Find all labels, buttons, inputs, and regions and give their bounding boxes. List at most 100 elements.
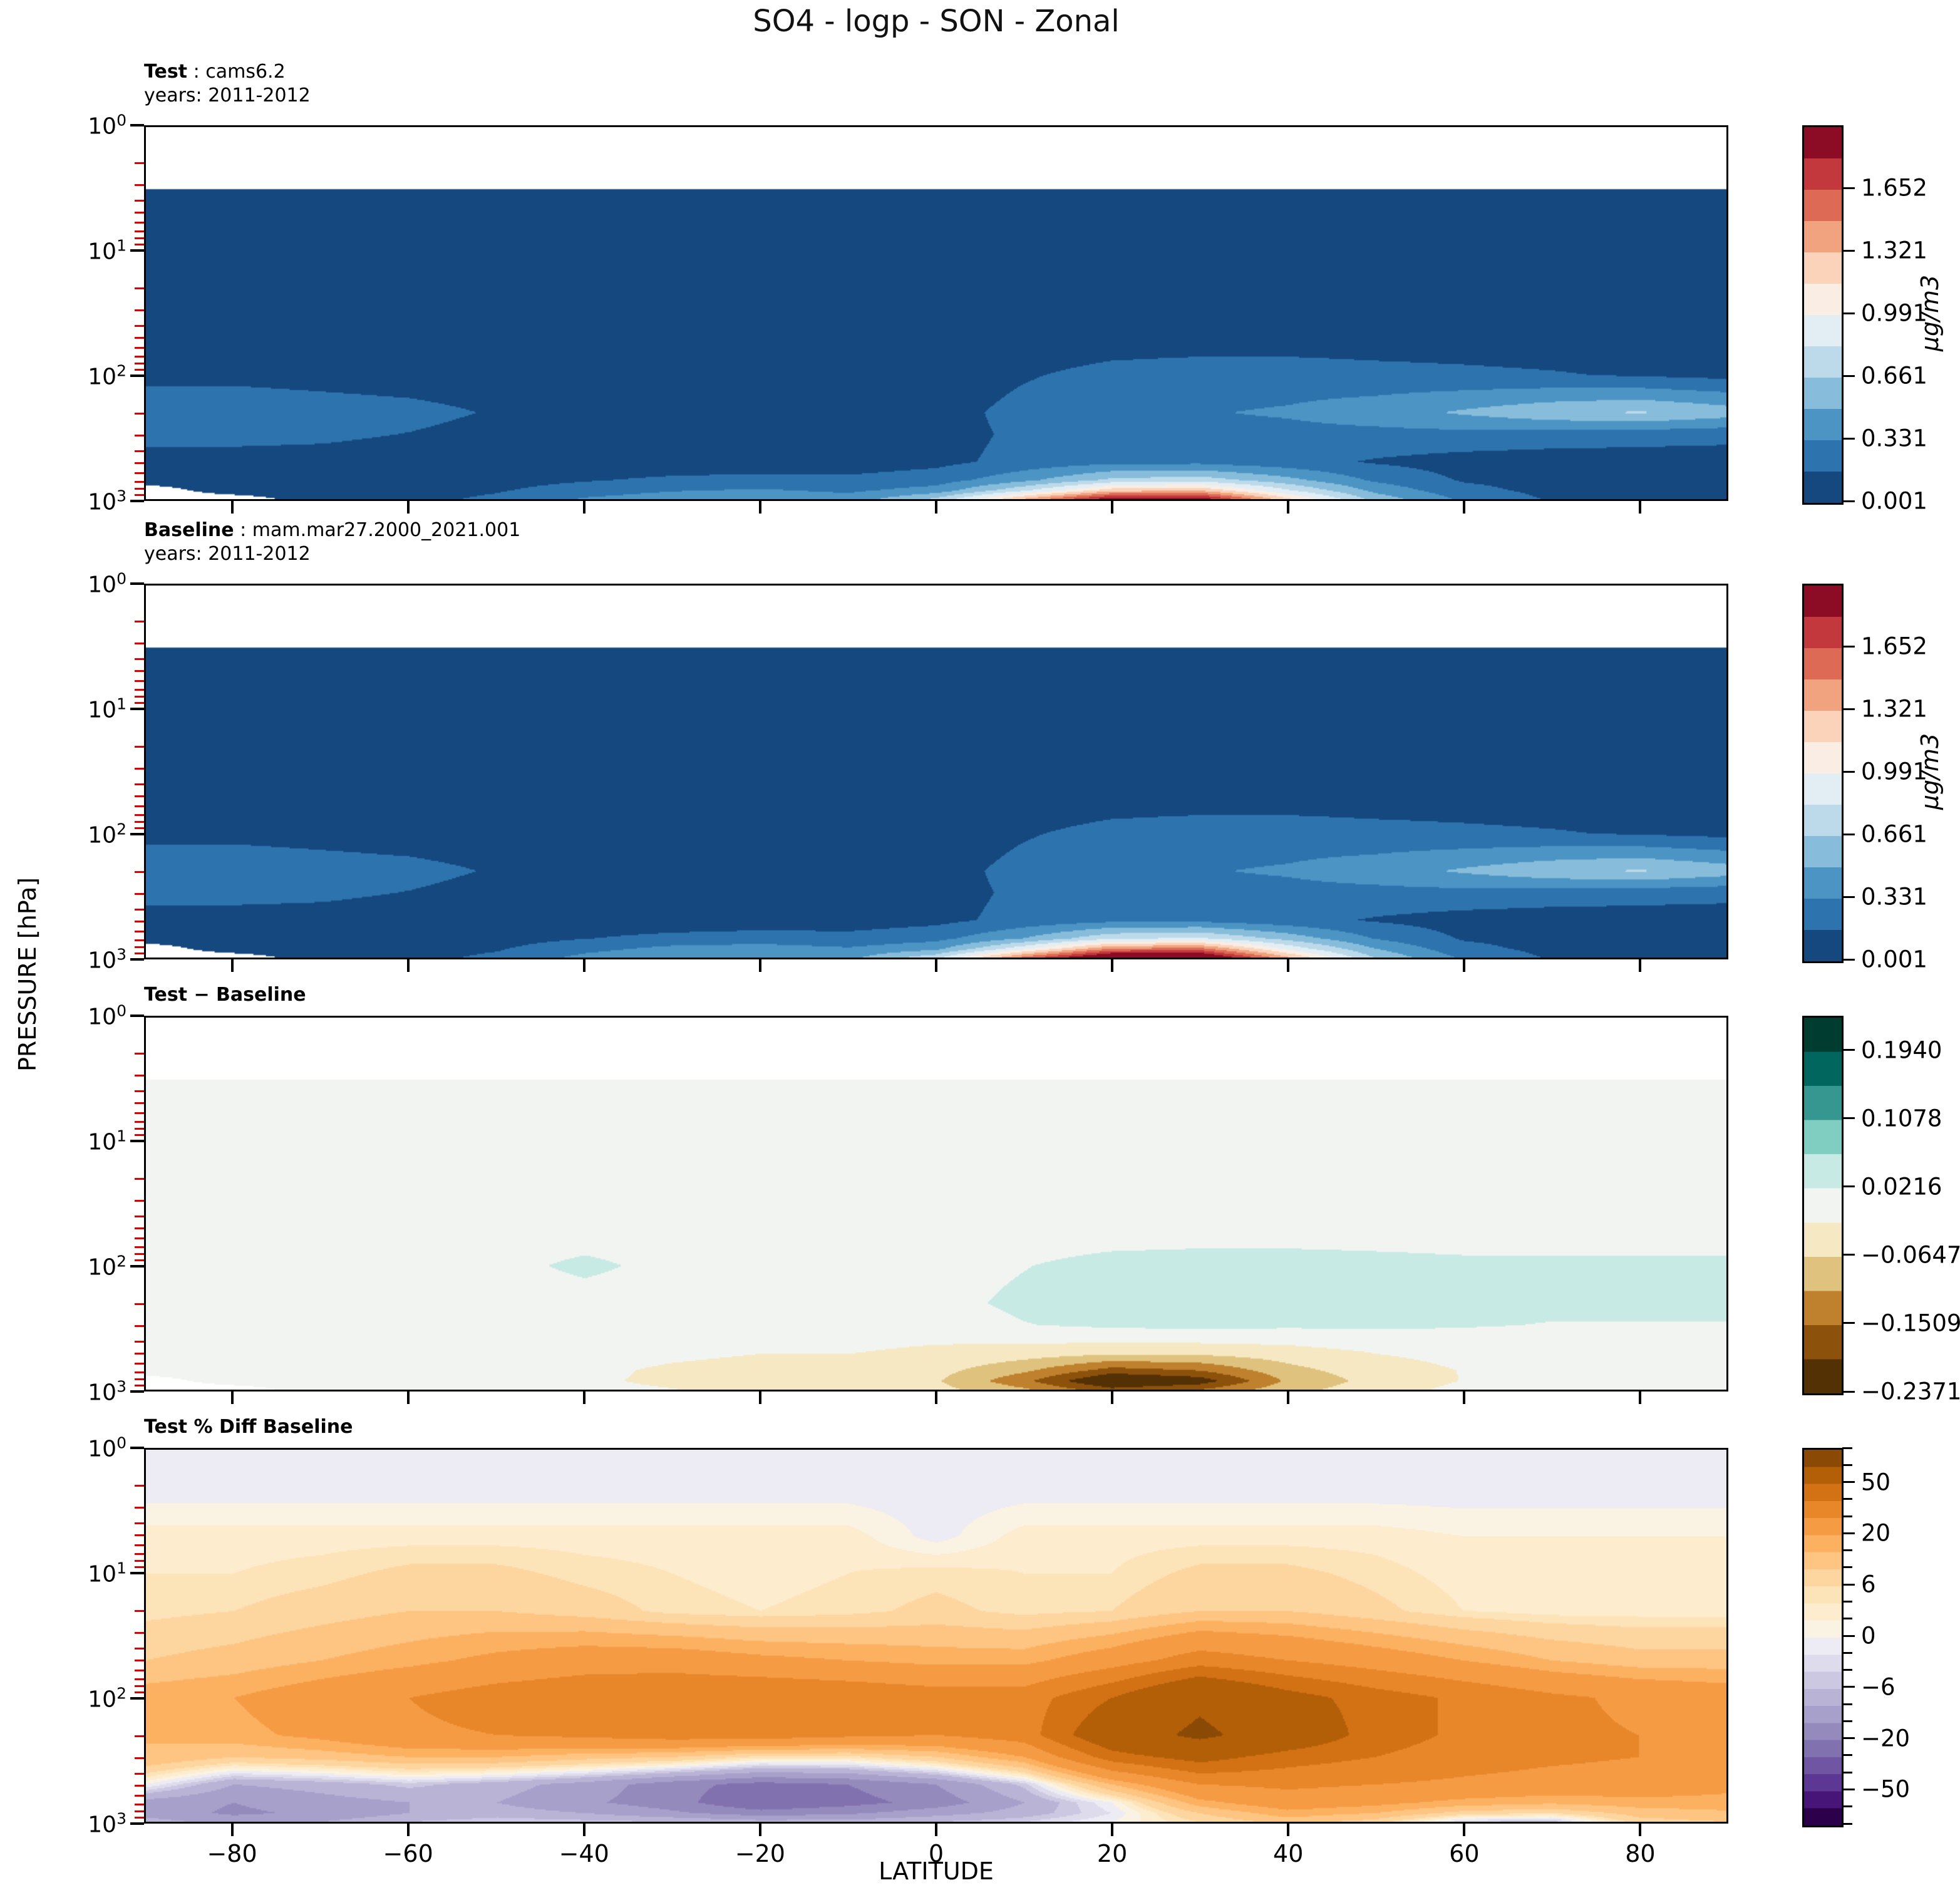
y-minor-tick [135, 1560, 144, 1562]
colorbar-test_minus_baseline [1802, 1016, 1844, 1395]
y-minor-tick [135, 953, 144, 955]
colorbar-tick [1842, 1669, 1852, 1671]
y-minor-tick [135, 1609, 144, 1612]
y-major-tick [130, 708, 144, 710]
x-tick-label: 60 [1449, 1840, 1480, 1867]
x-tick [1287, 1391, 1290, 1404]
y-minor-tick [135, 212, 144, 214]
colorbar-tick-label: −20 [1861, 1725, 1911, 1752]
y-minor-tick [135, 1112, 144, 1115]
y-minor-tick [135, 494, 144, 497]
y-minor-tick [135, 434, 144, 436]
colorbar-tick-label: 0.661 [1861, 820, 1927, 848]
y-minor-tick [135, 1134, 144, 1137]
panel-test-plot [144, 125, 1728, 501]
colorbar-tick-label: −0.0647 [1861, 1241, 1960, 1269]
x-tick-label: −40 [559, 1840, 609, 1867]
y-minor-tick [135, 1340, 144, 1343]
x-tick-label: −80 [207, 1840, 257, 1867]
colorbar-tick-label: 0.0216 [1861, 1173, 1942, 1200]
y-major-tick [130, 1572, 144, 1574]
y-minor-tick [135, 1757, 144, 1759]
y-major-tick [130, 1015, 144, 1017]
colorbar-tick [1842, 1447, 1852, 1449]
y-major-tick [130, 124, 144, 126]
y-major-tick [130, 500, 144, 502]
x-tick [935, 501, 937, 514]
y-minor-tick [135, 1552, 144, 1555]
y-minor-tick [135, 908, 144, 911]
x-tick-label: 0 [928, 1840, 944, 1867]
x-tick [230, 501, 234, 514]
colorbar-tick [1842, 187, 1855, 189]
x-tick [1111, 1391, 1114, 1404]
colorbar-tick [1842, 770, 1855, 773]
colorbar-tick-label: 0.001 [1861, 487, 1927, 515]
panel-header-test: Test : cams6.2 years: 2011-2012 [144, 60, 311, 108]
y-minor-tick [135, 783, 144, 785]
panel-header-line1: Baseline : mam.mar27.2000_2021.001 [144, 519, 521, 541]
colorbar-tick [1842, 1703, 1852, 1705]
y-minor-tick [135, 244, 144, 246]
colorbar-tick [1842, 645, 1855, 648]
x-tick [758, 959, 761, 972]
y-minor-tick [135, 1817, 144, 1819]
y-minor-tick [135, 1227, 144, 1230]
colorbar-tick [1842, 1634, 1855, 1637]
y-tick-label: 101 [88, 1559, 126, 1588]
y-minor-tick [135, 813, 144, 816]
colorbar-tick [1842, 1481, 1855, 1484]
y-minor-tick [135, 1522, 144, 1524]
y-major-tick [130, 958, 144, 961]
y-minor-tick [135, 480, 144, 483]
x-tick [1463, 959, 1466, 972]
y-minor-tick [135, 620, 144, 622]
y-minor-tick [135, 1074, 144, 1076]
x-tick [582, 501, 585, 514]
x-tick [758, 501, 761, 514]
y-minor-tick [135, 237, 144, 240]
y-minor-tick [135, 199, 144, 202]
y-minor-tick [135, 1506, 144, 1509]
y-tick-label: 102 [88, 1684, 126, 1713]
y-minor-tick [135, 355, 144, 358]
colorbar-tick [1842, 374, 1855, 377]
y-minor-tick [135, 1177, 144, 1180]
y-minor-tick [135, 1385, 144, 1387]
y-minor-tick [135, 658, 144, 660]
y-minor-tick [135, 1534, 144, 1537]
y-minor-tick [135, 670, 144, 673]
y-minor-tick [135, 870, 144, 873]
y-minor-tick [135, 1052, 144, 1055]
y-minor-tick [135, 805, 144, 808]
y-minor-tick [135, 696, 144, 698]
y-minor-tick [135, 1785, 144, 1787]
colorbar-tick-label: 0.991 [1861, 299, 1927, 327]
x-tick [1111, 501, 1114, 514]
y-major-tick [130, 1822, 144, 1825]
x-tick [935, 1391, 937, 1404]
y-major-tick [130, 1697, 144, 1700]
x-tick [1639, 959, 1642, 972]
x-tick-label: −20 [735, 1840, 785, 1867]
panel-header-test_minus_baseline: Test − Baseline [144, 983, 306, 1007]
x-tick [1287, 501, 1290, 514]
y-minor-tick [135, 337, 144, 339]
colorbar-tick [1842, 1254, 1855, 1256]
panel-header-test_pct_diff_baseline: Test % Diff Baseline [144, 1415, 353, 1439]
x-tick-label: 40 [1273, 1840, 1304, 1867]
y-minor-tick [135, 1303, 144, 1305]
colorbar-test [1802, 125, 1844, 505]
y-minor-tick [135, 1660, 144, 1662]
y-minor-tick [135, 827, 144, 830]
panel-test_minus_baseline-plot [144, 1016, 1728, 1391]
y-tick-label: 100 [88, 569, 126, 598]
colorbar-tick [1842, 1498, 1852, 1500]
colorbar-tick-label: −0.2371 [1861, 1378, 1960, 1405]
colorbar-tick [1842, 1532, 1855, 1534]
x-tick [1111, 1824, 1114, 1836]
colorbar-tick [1842, 1720, 1852, 1722]
colorbar-tick-label: 0.001 [1861, 946, 1927, 973]
x-tick [1463, 1824, 1466, 1836]
y-minor-tick [135, 369, 144, 371]
